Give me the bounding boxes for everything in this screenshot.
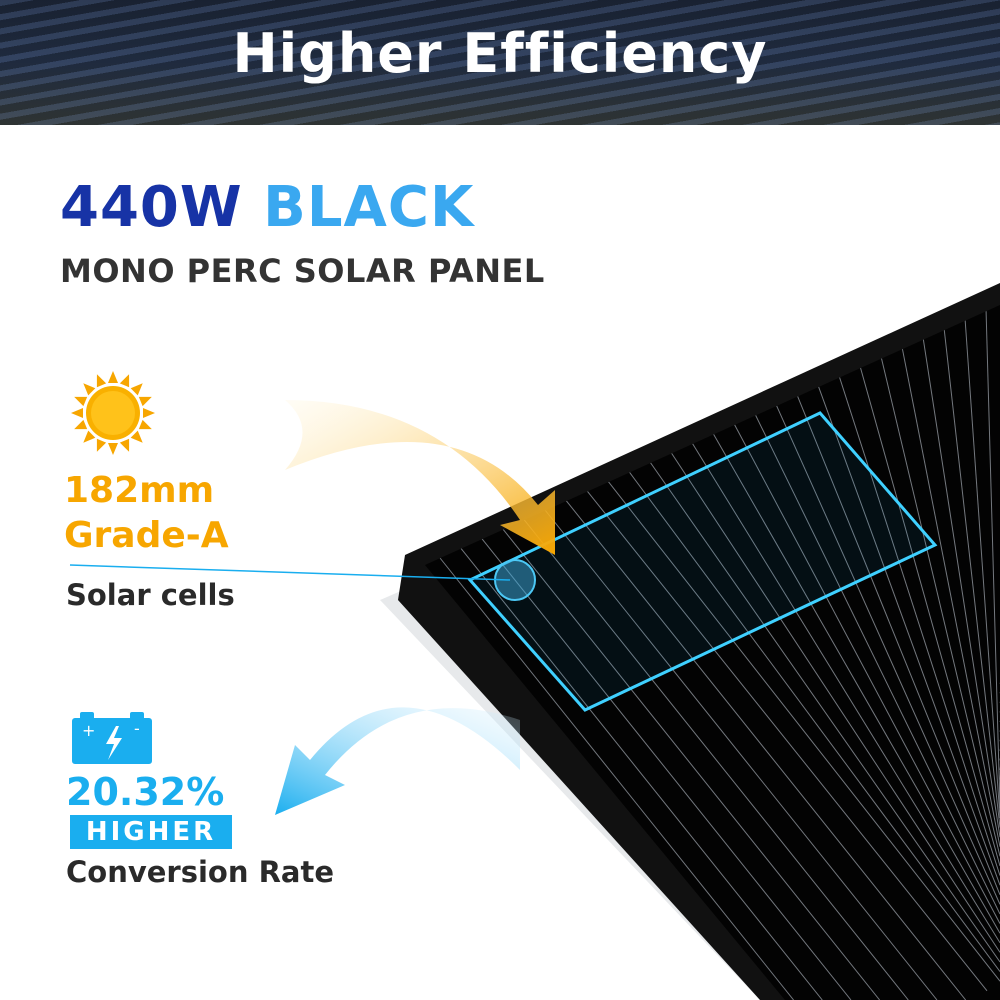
cell-line <box>859 365 1000 867</box>
cell-line <box>523 519 909 1000</box>
cell-line <box>880 356 1000 857</box>
sun-ray <box>83 430 96 443</box>
cell-grade: Grade-A <box>64 515 229 556</box>
cell-line <box>460 548 823 1000</box>
higher-badge: HIGHER <box>70 815 232 849</box>
cell-line <box>544 509 938 1000</box>
color-word: BLACK <box>263 175 475 240</box>
sun-ray <box>138 396 152 407</box>
cell-caption: Solar cells <box>66 578 235 612</box>
battery-icon: + - <box>72 712 152 764</box>
cell-line <box>985 308 1000 809</box>
efficiency-value: 20.32% <box>66 770 225 814</box>
wattage: 440W <box>60 175 243 240</box>
cell-line <box>901 346 1000 847</box>
cell-line <box>670 452 1000 953</box>
callout-line <box>69 564 511 581</box>
header-banner: Higher Efficiency <box>0 0 1000 125</box>
cell-line <box>481 538 852 1000</box>
sun-ray <box>74 396 88 407</box>
cell-line <box>691 442 1000 944</box>
svg-text:+: + <box>82 721 95 740</box>
orange-arrow <box>285 400 555 555</box>
blue-arrow <box>275 707 520 815</box>
product-title: 440W BLACK <box>60 175 474 240</box>
sun-ray <box>143 408 155 418</box>
cell-line <box>649 461 1000 963</box>
sun-ray <box>83 383 96 396</box>
sun-ray <box>108 443 118 455</box>
sun-ray <box>130 383 143 396</box>
sun-ray <box>96 438 107 452</box>
sun-ray <box>138 419 152 430</box>
cell-line <box>817 385 1000 886</box>
cell-line <box>964 317 1000 819</box>
sun-icon <box>71 371 155 455</box>
cell-line <box>733 423 1000 924</box>
cell-line <box>796 394 1000 895</box>
efficiency-caption: Conversion Rate <box>66 855 335 889</box>
cell-line <box>775 404 1000 905</box>
cell-line <box>502 528 881 1000</box>
cell-line <box>754 413 1000 915</box>
cell-size: 182mm <box>64 470 215 511</box>
product-subtitle: MONO PERC SOLAR PANEL <box>60 252 545 290</box>
cell-line <box>943 327 1000 828</box>
cell-line <box>565 500 967 1000</box>
cell-line <box>439 557 794 1000</box>
banner-title: Higher Efficiency <box>232 22 768 85</box>
cell-line <box>712 432 1000 934</box>
cell-line <box>922 337 1000 838</box>
highlight-box <box>467 411 938 712</box>
sun-ray <box>119 438 130 452</box>
cell-line <box>838 375 1000 876</box>
cell-lines <box>439 305 1000 1000</box>
cell-line <box>628 471 1000 972</box>
panel-glass <box>425 305 1000 1000</box>
sun-ray <box>119 374 130 388</box>
cell-line <box>586 490 988 992</box>
sun-ray <box>108 371 118 383</box>
sun-ray <box>74 419 88 430</box>
sun-ray <box>71 408 83 418</box>
sun-ray <box>96 374 107 388</box>
solar-farm-background <box>0 0 1000 125</box>
sun-ray <box>130 430 143 443</box>
cell-line <box>607 480 1000 982</box>
svg-text:-: - <box>134 719 140 738</box>
